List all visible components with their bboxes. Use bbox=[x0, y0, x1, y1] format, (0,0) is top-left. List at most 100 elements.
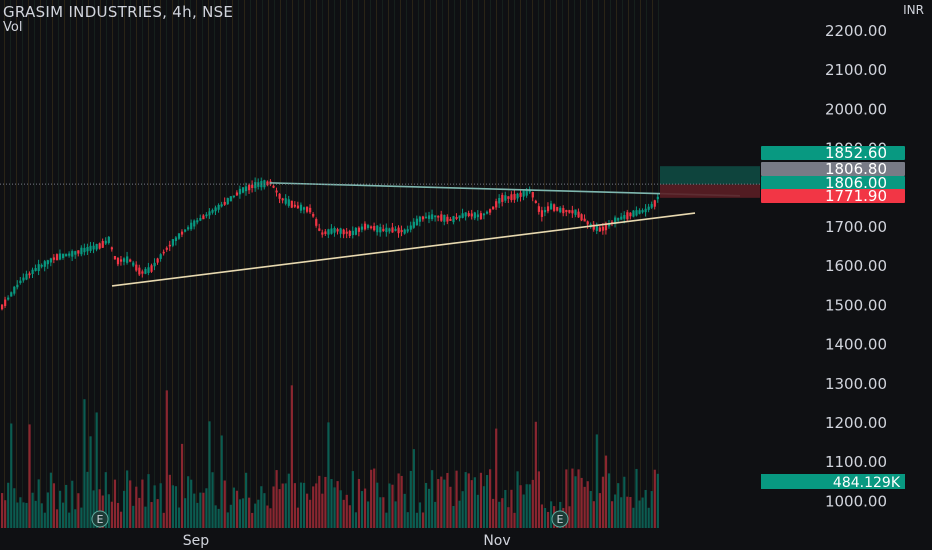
volume-bar bbox=[58, 490, 62, 528]
volume-bars bbox=[1, 385, 659, 528]
volume-bar bbox=[333, 487, 336, 528]
candle-body bbox=[324, 231, 327, 235]
candle-body bbox=[180, 231, 184, 235]
volume-bar bbox=[171, 485, 174, 528]
volume-bar bbox=[485, 475, 489, 528]
gridline bbox=[64, 0, 65, 528]
candle-body bbox=[318, 228, 321, 231]
volume-bar bbox=[321, 493, 324, 528]
candle-body bbox=[629, 212, 632, 217]
gridline bbox=[322, 0, 323, 528]
y-tick-label: 1300.00 bbox=[825, 375, 887, 393]
volume-indicator-label[interactable]: Vol bbox=[3, 20, 23, 35]
candle-body bbox=[443, 214, 446, 222]
candle-body bbox=[77, 250, 80, 254]
gridline bbox=[244, 0, 245, 528]
position-overlays bbox=[0, 166, 760, 198]
volume-bar bbox=[357, 478, 361, 528]
gridline bbox=[112, 0, 113, 528]
candle-body bbox=[449, 218, 452, 221]
candle-body bbox=[10, 292, 13, 297]
candle-body bbox=[525, 189, 528, 196]
volume-bar bbox=[272, 486, 275, 528]
volume-bar bbox=[199, 492, 202, 528]
volume-bar bbox=[391, 484, 394, 528]
candle-body bbox=[647, 206, 650, 210]
volume-bar bbox=[132, 505, 135, 528]
volume-bar bbox=[363, 488, 367, 528]
volume-bar bbox=[614, 494, 617, 528]
volume-bar bbox=[394, 501, 397, 528]
gridline bbox=[358, 0, 359, 528]
candle-body bbox=[177, 233, 181, 239]
volume-bar bbox=[351, 471, 354, 528]
x-axis-labels: Sep Nov bbox=[183, 533, 511, 549]
volume-bar bbox=[568, 506, 571, 528]
y-tick-label: 1100.00 bbox=[825, 453, 887, 471]
volume-bar bbox=[287, 473, 290, 528]
volume-bar bbox=[421, 512, 425, 528]
volume-bar bbox=[617, 483, 620, 528]
volume-bar bbox=[534, 421, 537, 528]
candle-body bbox=[226, 198, 229, 205]
candle-body bbox=[495, 201, 498, 208]
gridline bbox=[4, 0, 5, 528]
candle-body bbox=[418, 216, 422, 222]
volume-bar bbox=[211, 472, 214, 528]
gridline bbox=[328, 0, 329, 528]
candle-body bbox=[504, 195, 507, 201]
candle-body bbox=[421, 216, 425, 220]
gridline bbox=[586, 0, 587, 528]
candle-body bbox=[229, 196, 232, 202]
volume-bar bbox=[22, 502, 25, 528]
candle-body bbox=[235, 192, 239, 196]
gridline bbox=[622, 0, 623, 528]
candle-body bbox=[415, 218, 418, 226]
volume-bar bbox=[309, 499, 312, 528]
candle-body bbox=[254, 182, 257, 189]
gridline bbox=[58, 0, 59, 528]
volume-bar bbox=[40, 503, 43, 528]
volume-bar bbox=[80, 507, 83, 528]
volume-bar bbox=[403, 493, 406, 528]
price-label: 1771.90 bbox=[825, 187, 887, 205]
gridline bbox=[424, 0, 425, 528]
volume-bar bbox=[550, 501, 553, 528]
candle-body bbox=[306, 206, 309, 212]
candle-body bbox=[620, 216, 623, 220]
candle-body bbox=[403, 229, 406, 234]
volume-bar bbox=[513, 512, 516, 528]
gridline bbox=[598, 0, 599, 528]
volume-bar bbox=[476, 494, 479, 528]
currency-label: INR bbox=[903, 3, 924, 17]
volume-label: 484.129K bbox=[833, 475, 901, 491]
candle-body bbox=[333, 227, 336, 233]
gridline bbox=[460, 0, 461, 528]
candle-body bbox=[543, 210, 547, 213]
candle-body bbox=[452, 216, 455, 223]
candle-body bbox=[577, 211, 580, 218]
price-label-box bbox=[761, 162, 905, 176]
candle-body bbox=[165, 247, 168, 250]
candle-body bbox=[510, 194, 513, 201]
volume-bar bbox=[592, 501, 595, 528]
y-tick-label: 1700.00 bbox=[825, 218, 887, 236]
volume-bar bbox=[187, 476, 190, 528]
y-tick-label: 1400.00 bbox=[825, 336, 887, 354]
candle-body bbox=[174, 237, 178, 242]
candle-body bbox=[397, 227, 400, 234]
candle-body bbox=[153, 262, 156, 267]
volume-bar bbox=[537, 471, 540, 528]
candle-body bbox=[284, 198, 287, 204]
volume-bar bbox=[452, 506, 455, 528]
candle-body bbox=[272, 185, 275, 188]
gridline bbox=[28, 0, 29, 528]
volume-bar bbox=[205, 488, 208, 528]
gridline bbox=[418, 0, 419, 528]
candle-body bbox=[199, 217, 202, 221]
candle-body bbox=[290, 200, 293, 208]
volume-bar bbox=[123, 490, 126, 528]
